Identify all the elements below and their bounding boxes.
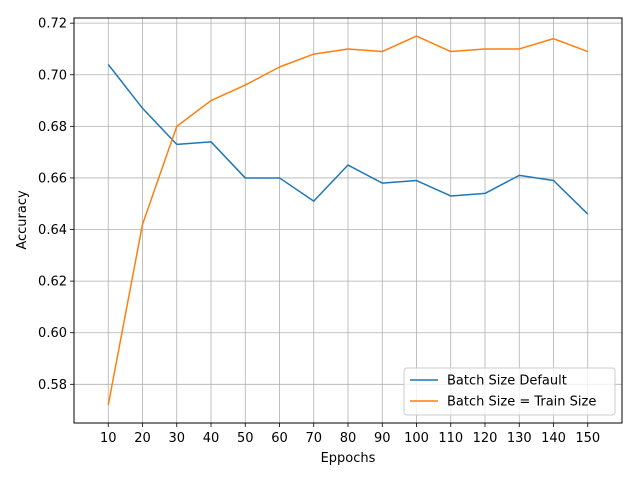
y-tick-label: 0.68 — [38, 120, 67, 135]
series-layer — [107, 35, 589, 406]
x-tick-label: 140 — [541, 431, 566, 446]
grid-lines — [74, 18, 622, 423]
y-tick-label: 0.66 — [38, 171, 67, 186]
x-tick-label: 20 — [134, 431, 151, 446]
x-tick-label: 60 — [271, 431, 288, 446]
x-tick-label: 100 — [404, 431, 429, 446]
legend-label-batch-size-default: Batch Size Default — [447, 374, 567, 389]
legend-box — [403, 367, 616, 416]
x-axis: 10 20 30 40 50 60 70 80 90 100 110 120 130 140 150 — [100, 423, 600, 446]
y-tick-label: 0.58 — [38, 378, 67, 393]
x-tick-label: 150 — [575, 431, 600, 446]
y-tick-label: 0.64 — [38, 223, 67, 238]
x-tick-label: 10 — [100, 431, 117, 446]
y-axis-label: Accuracy — [15, 190, 30, 250]
x-tick-label: 50 — [237, 431, 254, 446]
x-tick-label: 30 — [168, 431, 185, 446]
x-tick-label: 70 — [305, 431, 322, 446]
x-tick-label: 90 — [374, 431, 391, 446]
y-tick-label: 0.72 — [38, 17, 67, 32]
y-axis: 0.58 0.60 0.62 0.64 0.66 0.68 0.70 0.72 — [38, 17, 74, 393]
y-tick-label: 0.70 — [38, 68, 67, 83]
x-tick-label: 120 — [473, 431, 498, 446]
x-tick-label: 110 — [438, 431, 463, 446]
legend: Batch Size Default Batch Size = Train Si… — [403, 367, 616, 416]
x-axis-label: Eppochs — [321, 451, 376, 466]
x-tick-label: 40 — [203, 431, 220, 446]
y-tick-label: 0.62 — [38, 275, 67, 290]
x-tick-label: 130 — [507, 431, 532, 446]
legend-label-batch-size-train-size: Batch Size = Train Size — [447, 395, 596, 410]
series-line-0 — [107, 63, 589, 215]
x-tick-label: 80 — [340, 431, 357, 446]
y-tick-label: 0.60 — [38, 326, 67, 341]
series-line-1 — [107, 35, 589, 406]
